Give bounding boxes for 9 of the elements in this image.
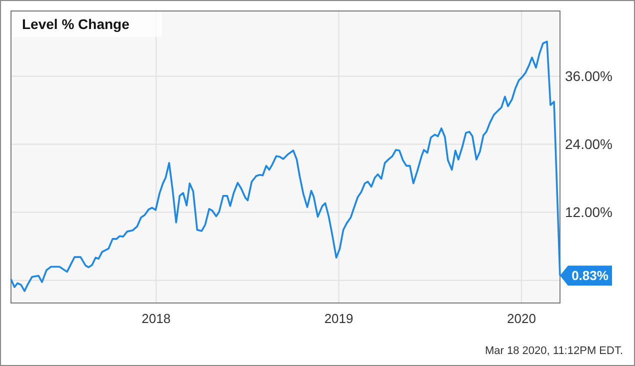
x-tick-label: 2019	[324, 311, 354, 326]
y-tick-label: 36.00%	[565, 68, 612, 84]
x-tick-label: 2020	[507, 311, 536, 326]
y-tick-label: 24.00%	[565, 136, 612, 152]
y-tick-label: 12.00%	[565, 204, 612, 220]
x-tick-label: 2018	[142, 311, 171, 326]
annotation: 0.83%	[572, 268, 609, 284]
text: Mar 18 2020, 11:12PM EDT.	[485, 345, 623, 357]
chart-title: Level % Change	[22, 16, 130, 32]
